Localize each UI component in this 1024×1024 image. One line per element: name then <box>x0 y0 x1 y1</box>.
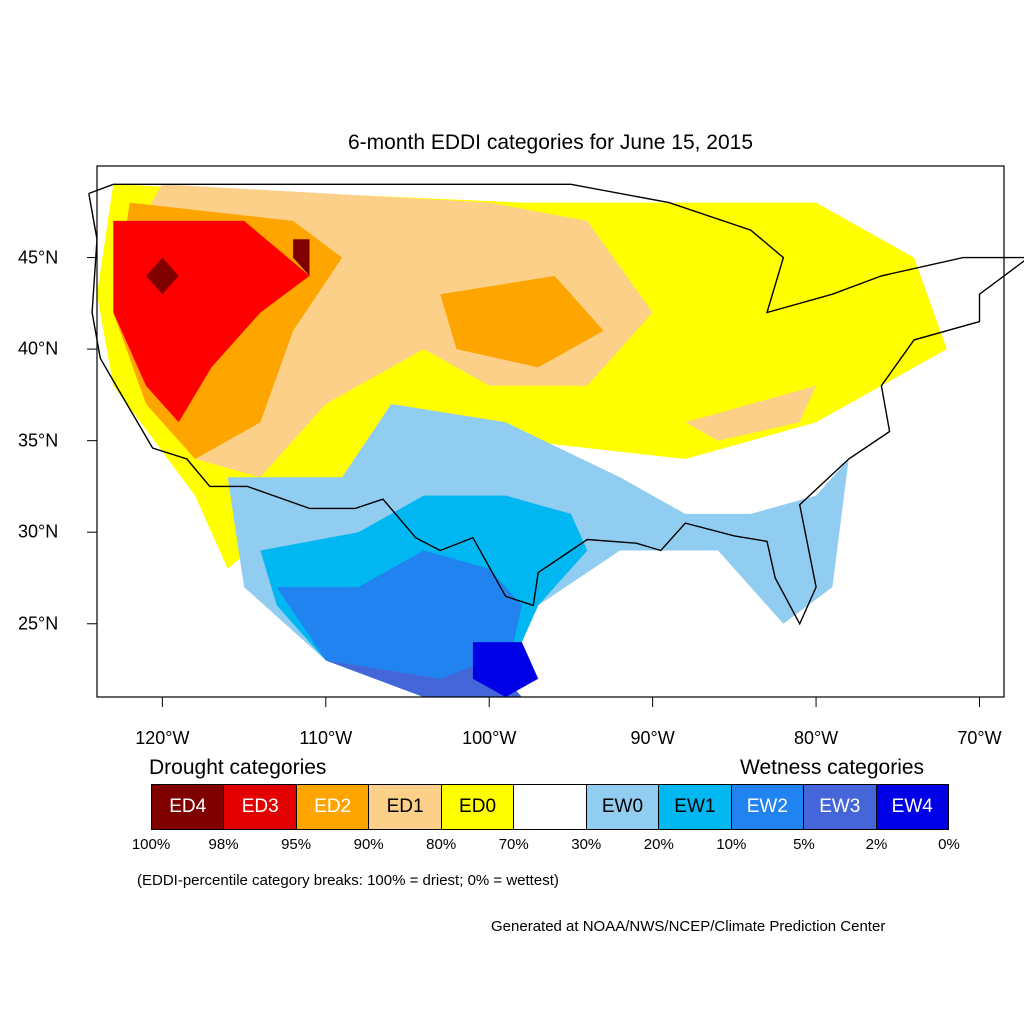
map-frame <box>96 165 1005 698</box>
legend-ed2: ED2 <box>296 785 370 829</box>
lon-label: 100°W <box>462 728 517 748</box>
region-ed1-2 <box>685 385 817 441</box>
region-ed4-7 <box>293 239 310 276</box>
legend-ed4: ED4 <box>152 785 225 829</box>
lat-label: 30°N <box>18 521 59 542</box>
break-label: 5% <box>793 836 815 853</box>
legend-ew4: EW4 <box>876 785 948 829</box>
lon-label: 80°W <box>793 728 839 748</box>
map-title: 6-month EDDI categories for June 15, 201… <box>347 131 754 154</box>
break-label: 80% <box>426 836 457 853</box>
lon-label: 90°W <box>630 728 675 748</box>
break-label: 95% <box>281 836 312 853</box>
region-ew4-12 <box>472 642 539 697</box>
break-label: 100% <box>131 836 171 853</box>
legend-ed0: ED0 <box>441 785 515 829</box>
lat-label: 40°N <box>18 338 59 359</box>
credit-line: Generated at NOAA/NWS/NCEP/Climate Predi… <box>491 918 886 935</box>
break-label: 98% <box>208 836 239 853</box>
region-ed2-4 <box>440 275 604 368</box>
lat-label: 25°N <box>18 613 59 634</box>
break-label: 20% <box>643 836 674 853</box>
lon-label: 110°W <box>299 728 353 748</box>
legend-ew3: EW3 <box>804 785 877 829</box>
us-outline <box>88 183 1024 626</box>
lon-label: 70°W <box>957 728 1002 748</box>
category-breaks-note: (EDDI-percentile category breaks: 100% =… <box>137 872 559 889</box>
region-ew2-10 <box>276 550 522 697</box>
break-label: 70% <box>498 836 529 853</box>
region-ew3-11 <box>325 660 522 697</box>
break-label: 0% <box>938 836 960 853</box>
category-legend: ED4 ED3 ED2 ED1 ED0 EW0 EW1 EW2 EW3 EW4 <box>151 784 949 830</box>
drought-categories-label: Drought categories <box>149 756 327 779</box>
lat-label: 45°N <box>18 247 59 268</box>
legend-ew0: EW0 <box>586 785 660 829</box>
legend-ew1: EW1 <box>659 785 732 829</box>
break-label: 10% <box>716 836 747 853</box>
legend-ed3: ED3 <box>224 785 297 829</box>
region-ed4-6 <box>146 257 179 295</box>
wetness-categories-label: Wetness categories <box>740 756 925 779</box>
break-label: 2% <box>865 836 888 853</box>
break-label: 30% <box>571 836 602 853</box>
lat-label: 35°N <box>18 430 59 451</box>
lon-label: 120°W <box>135 728 190 748</box>
break-label: 90% <box>353 836 384 853</box>
legend-ed1: ED1 <box>369 785 442 829</box>
legend-ew2: EW2 <box>731 785 805 829</box>
legend-normal <box>514 785 587 829</box>
